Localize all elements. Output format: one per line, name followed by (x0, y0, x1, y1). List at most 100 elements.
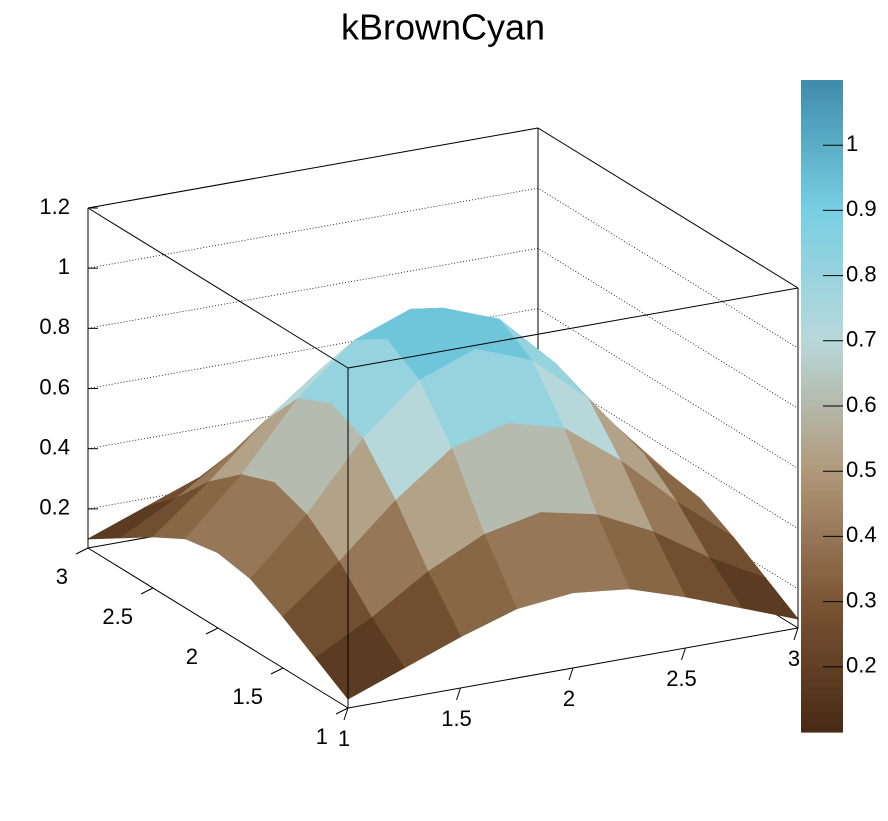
colorbar-step (801, 718, 843, 727)
y-tick (75, 547, 89, 555)
colorbar-step (801, 347, 843, 355)
colorbar-tick-label: 0.5 (846, 457, 877, 482)
colorbar-step (801, 647, 843, 655)
colorbar-step (801, 432, 843, 440)
grid-line (87, 368, 799, 530)
colorbar-step (801, 484, 843, 492)
colorbar-step (801, 184, 843, 192)
z-tick-label: 1.2 (39, 194, 70, 219)
colorbar-step (801, 705, 843, 714)
colorbar-step (801, 223, 843, 231)
colorbar-step (801, 295, 843, 303)
colorbar-step (801, 269, 843, 277)
colorbar-step (801, 171, 843, 179)
colorbar-tick-label: 0.2 (846, 653, 877, 678)
colorbar-step (801, 366, 843, 374)
colorbar-step (801, 99, 843, 107)
colorbar-step (801, 177, 843, 185)
z-tick-label: 0.2 (39, 495, 70, 520)
x-tick-label: 1.5 (441, 706, 472, 731)
colorbar-step (801, 112, 843, 120)
box-edge (537, 127, 799, 289)
colorbar-step (801, 555, 843, 564)
colorbar-step (801, 282, 843, 290)
colorbar-step (801, 158, 843, 166)
colorbar-step (801, 614, 843, 622)
colorbar-step (801, 106, 843, 114)
z-tick-label: 0.8 (39, 314, 70, 339)
colorbar-step (801, 301, 843, 309)
colorbar-step (801, 438, 843, 446)
colorbar-step (801, 621, 843, 629)
colorbar-step (801, 490, 843, 498)
box-edge (87, 127, 539, 209)
x-tick-label: 3 (788, 646, 800, 671)
colorbar-step (801, 379, 843, 388)
colorbar-step (801, 151, 843, 159)
colorbar-step (801, 86, 843, 94)
colorbar-step (801, 197, 843, 205)
colorbar-step (801, 549, 843, 557)
x-tick-label: 2 (563, 686, 575, 711)
colorbar-step (801, 542, 843, 551)
colorbar-step (801, 419, 843, 427)
colorbar-step (801, 699, 843, 707)
colorbar-step (801, 256, 843, 264)
grid-line (87, 308, 799, 469)
colorbar-step (801, 575, 843, 583)
colorbar-step (801, 203, 843, 211)
colorbar-tick-label: 0.9 (846, 196, 877, 221)
colorbar-step (801, 210, 843, 218)
x-tick (568, 667, 574, 681)
x-tick (343, 707, 349, 721)
colorbar-step (801, 321, 843, 329)
colorbar-step (801, 608, 843, 616)
y-tick (140, 587, 154, 595)
colorbar-step (801, 386, 843, 394)
colorbar-step (801, 445, 843, 453)
colorbar-step (801, 334, 843, 342)
colorbar-step (801, 216, 843, 225)
colorbar-tick-label: 0.8 (846, 261, 877, 286)
colorbar-step (801, 692, 843, 700)
y-tick-label: 1 (316, 724, 328, 749)
colorbar-step (801, 582, 843, 590)
colorbar-step (801, 236, 843, 244)
colorbar-step (801, 119, 843, 127)
colorbar-tick-label: 0.6 (846, 392, 877, 417)
colorbar-step (801, 536, 843, 544)
colorbar-step (801, 353, 843, 361)
colorbar-step (801, 523, 843, 531)
colorbar-step (801, 666, 843, 674)
y-tick-label: 2 (186, 644, 198, 669)
colorbar-step (801, 529, 843, 537)
colorbar-step (801, 412, 843, 420)
colorbar-step (801, 327, 843, 335)
colorbar-step (801, 249, 843, 257)
colorbar-step (801, 80, 843, 88)
colorbar-step (801, 660, 843, 668)
x-tick-label: 2.5 (666, 666, 697, 691)
colorbar-step (801, 595, 843, 603)
grid-line (87, 127, 799, 289)
y-tick-label: 3 (56, 564, 68, 589)
y-tick (335, 707, 349, 715)
colorbar-step (801, 510, 843, 518)
x-tick (793, 627, 799, 641)
colorbar-step (801, 145, 843, 153)
colorbar-step (801, 601, 843, 609)
colorbar-step (801, 679, 843, 687)
colorbar-step (801, 360, 843, 368)
colorbar-step (801, 138, 843, 146)
colorbar-step (801, 93, 843, 101)
colorbar-step (801, 125, 843, 133)
colorbar-step (801, 516, 843, 524)
grid-line (87, 247, 799, 409)
colorbar-step (801, 243, 843, 251)
y-tick (205, 627, 219, 635)
colorbar-step (801, 275, 843, 283)
colorbar-step (801, 392, 843, 401)
y-tick-label: 1.5 (232, 684, 263, 709)
colorbar-step (801, 497, 843, 505)
